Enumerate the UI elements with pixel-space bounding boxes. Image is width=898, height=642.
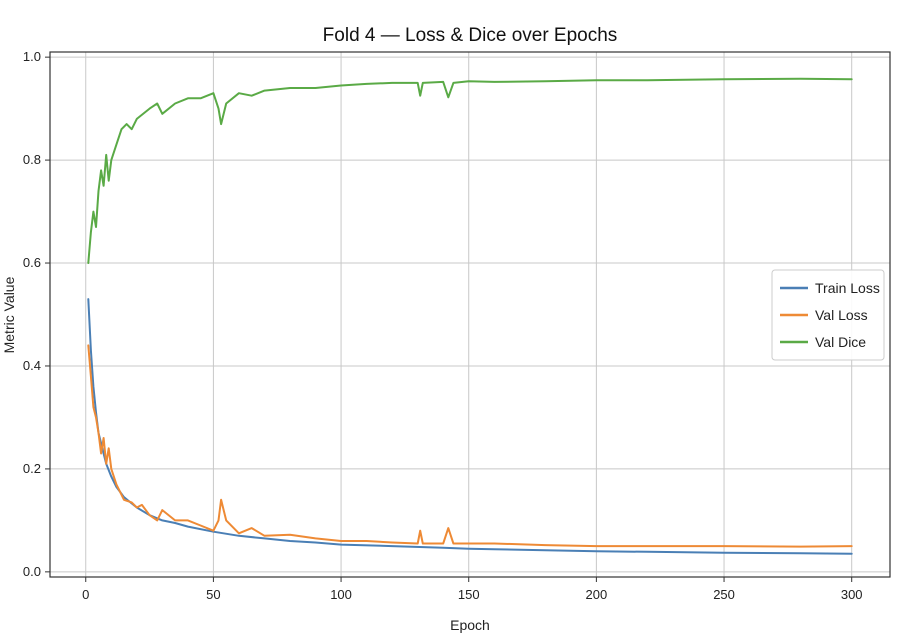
x-tick-label: 50: [206, 587, 220, 602]
series-line-val-dice: [87, 77, 853, 264]
chart-title: Fold 4 — Loss & Dice over Epochs: [323, 25, 618, 46]
x-tick-label: 150: [458, 587, 480, 602]
y-tick-label: 0.4: [23, 358, 41, 373]
legend: Train Loss Val Loss Val Dice: [771, 269, 885, 361]
series-layer: [87, 77, 853, 555]
series-line-train-loss: [87, 298, 853, 555]
y-axis-label: Metric Value: [1, 276, 17, 353]
legend-label-train-loss: Train Loss: [815, 280, 880, 296]
series-line-val-loss: [87, 344, 853, 548]
x-tick-label: 100: [330, 587, 352, 602]
y-tick-label: 0.6: [23, 255, 41, 270]
plot-frame: [49, 51, 891, 578]
y-tick-label: 0.8: [23, 152, 41, 167]
x-tick-label: 250: [713, 587, 735, 602]
y-tick-label: 1.0: [23, 49, 41, 64]
legend-label-val-loss: Val Loss: [815, 307, 868, 323]
legend-box: [771, 269, 885, 361]
y-tick-label: 0.2: [23, 461, 41, 476]
legend-label-val-dice: Val Dice: [815, 334, 866, 350]
x-axis-label: Epoch: [450, 617, 490, 633]
y-tick-label: 0.0: [23, 564, 41, 579]
x-tick-label: 200: [586, 587, 608, 602]
grid: [50, 52, 890, 577]
x-tick-label: 0: [82, 587, 89, 602]
ticks: 0 50 100 150 200 250 300 0.0 0.2 0.4 0.6 0.8 1.0: [23, 49, 863, 602]
x-tick-label: 300: [841, 587, 863, 602]
